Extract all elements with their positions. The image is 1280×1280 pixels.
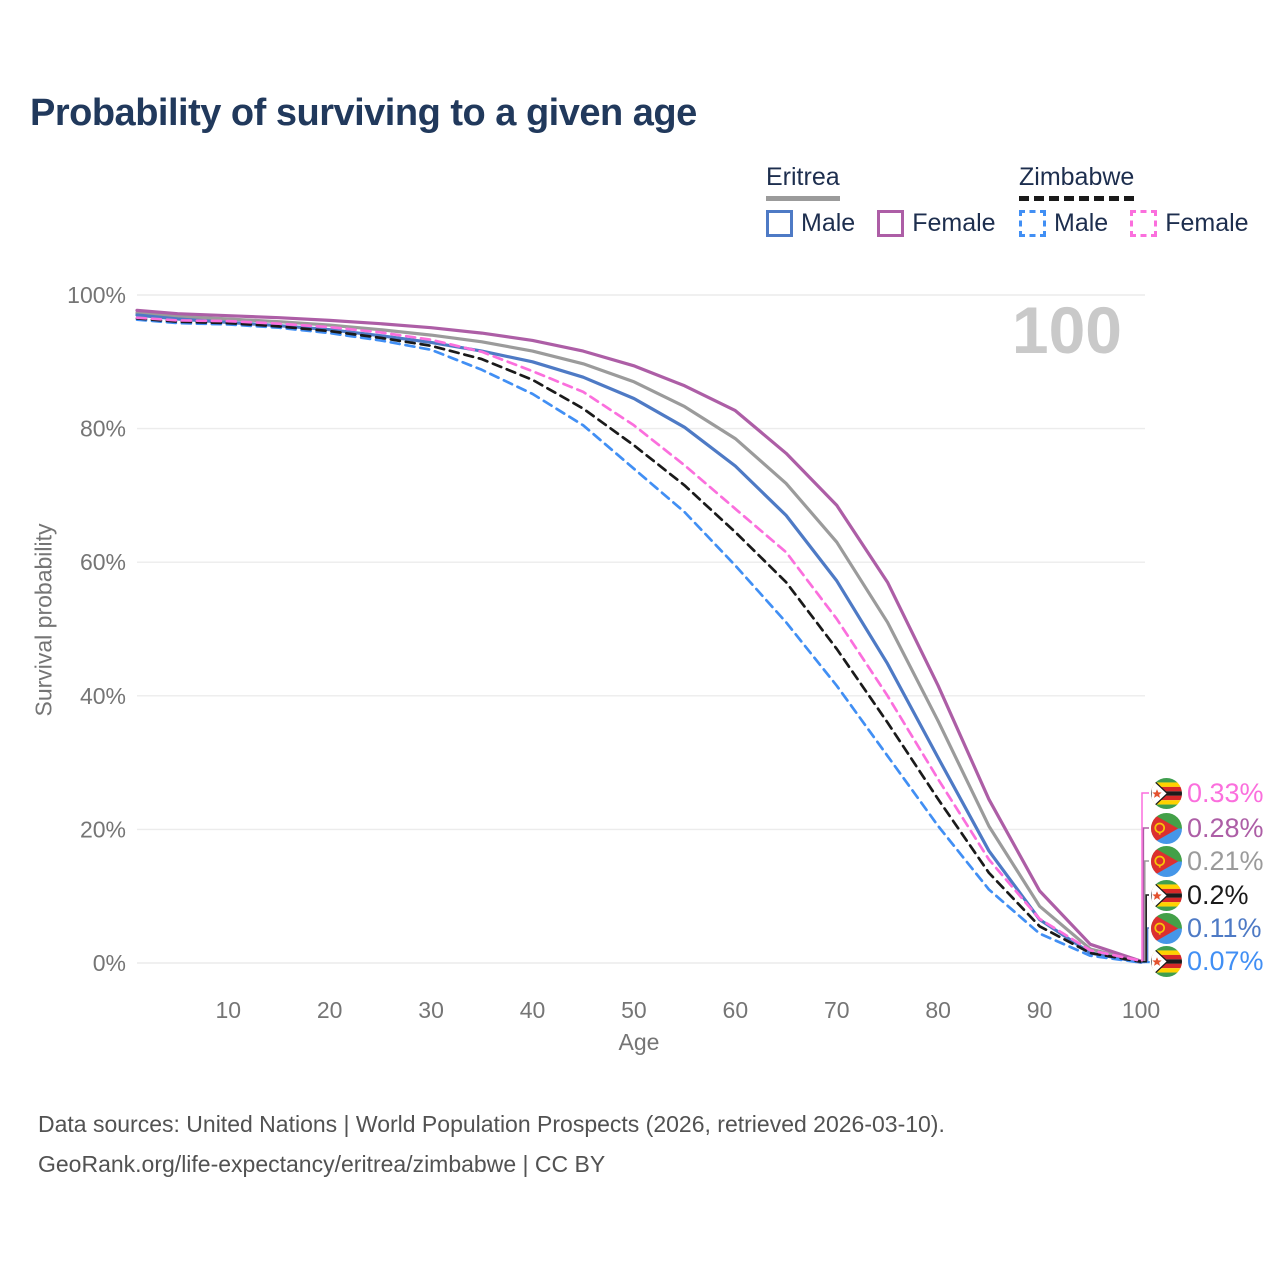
legend-group-title-eritrea: Eritrea <box>766 163 840 201</box>
end-label-eritrea-all: 0.21% <box>1151 845 1264 877</box>
series-line-eritrea-female <box>135 308 1143 963</box>
series-line-zimbabwe-all <box>135 317 1143 964</box>
end-label-value: 0.11% <box>1187 912 1262 943</box>
legend-swatch-eritrea-female[interactable] <box>877 210 905 237</box>
page-title: Probability of surviving to a given age <box>30 92 697 134</box>
max-age-watermark: 100 <box>1011 293 1122 367</box>
eritrea-flag-icon <box>1151 912 1182 944</box>
x-tick-label: 20 <box>317 997 343 1023</box>
eritrea-flag-icon <box>1151 845 1182 877</box>
end-label-value: 0.28% <box>1187 812 1264 843</box>
y-axis-title: Survival probability <box>30 523 57 717</box>
source-url-text[interactable]: GeoRank.org/life-expectancy/eritrea/zimb… <box>38 1151 606 1177</box>
legend-swatch-zimbabwe-female[interactable] <box>1130 210 1158 237</box>
legend-swatch-eritrea-male[interactable] <box>766 210 793 237</box>
end-label-value: 0.2% <box>1187 879 1249 910</box>
end-label-connector-zimbabwe-female <box>1141 792 1149 962</box>
data-sources-text: Data sources: United Nations | World Pop… <box>38 1111 945 1137</box>
legend-label-zimbabwe-male[interactable]: Male <box>1054 209 1109 237</box>
legend-group-eritrea: Eritrea Male Female <box>766 163 1018 238</box>
end-label-zimbabwe-female: 0.33% <box>1151 777 1264 809</box>
y-tick-label: 100% <box>67 282 126 308</box>
x-tick-label: 70 <box>824 997 850 1023</box>
end-label-value: 0.07% <box>1187 945 1264 976</box>
zimbabwe-flag-icon <box>1151 879 1182 911</box>
end-label-value: 0.21% <box>1187 845 1264 876</box>
x-tick-label: 30 <box>418 997 444 1023</box>
x-tick-label: 50 <box>621 997 647 1023</box>
end-label-value: 0.33% <box>1187 777 1264 808</box>
x-axis-title: Age <box>618 1029 660 1055</box>
y-tick-label: 60% <box>80 549 126 575</box>
zimbabwe-flag-icon <box>1151 945 1182 977</box>
zimbabwe-flag-icon <box>1151 777 1182 809</box>
legend-swatch-zimbabwe-male[interactable] <box>1019 210 1046 237</box>
end-label-connector-zimbabwe-male <box>1141 961 1150 964</box>
y-tick-label: 40% <box>80 683 126 709</box>
legend-group-zimbabwe: Zimbabwe Male Female <box>1019 163 1271 238</box>
y-tick-label: 0% <box>93 950 126 976</box>
x-tick-label: 60 <box>723 997 749 1023</box>
end-label-zimbabwe-all: 0.2% <box>1151 879 1249 911</box>
legend-label-eritrea-female[interactable]: Female <box>912 209 996 237</box>
end-label-eritrea-female: 0.28% <box>1151 812 1264 844</box>
legend-label-zimbabwe-female[interactable]: Female <box>1165 209 1249 237</box>
series-line-eritrea-male <box>135 313 1143 964</box>
series-line-eritrea-all <box>135 311 1143 964</box>
x-tick-label: 90 <box>1027 997 1053 1023</box>
x-tick-label: 80 <box>925 997 951 1023</box>
x-tick-label: 40 <box>520 997 546 1023</box>
x-tick-label: 100 <box>1122 997 1160 1023</box>
end-label-eritrea-male: 0.11% <box>1151 912 1262 944</box>
x-tick-label: 10 <box>215 997 241 1023</box>
series-line-zimbabwe-male <box>135 318 1143 964</box>
series-line-zimbabwe-female <box>135 316 1143 963</box>
end-label-zimbabwe-male: 0.07% <box>1151 945 1264 977</box>
eritrea-flag-icon <box>1151 812 1182 844</box>
y-tick-label: 20% <box>80 816 126 842</box>
legend-group-title-zimbabwe: Zimbabwe <box>1019 163 1135 201</box>
legend-label-eritrea-male[interactable]: Male <box>801 209 856 237</box>
end-label-connector-zimbabwe-all <box>1141 894 1149 963</box>
footer: Data sources: United Nations | World Pop… <box>38 1104 945 1184</box>
y-tick-label: 80% <box>80 416 126 442</box>
